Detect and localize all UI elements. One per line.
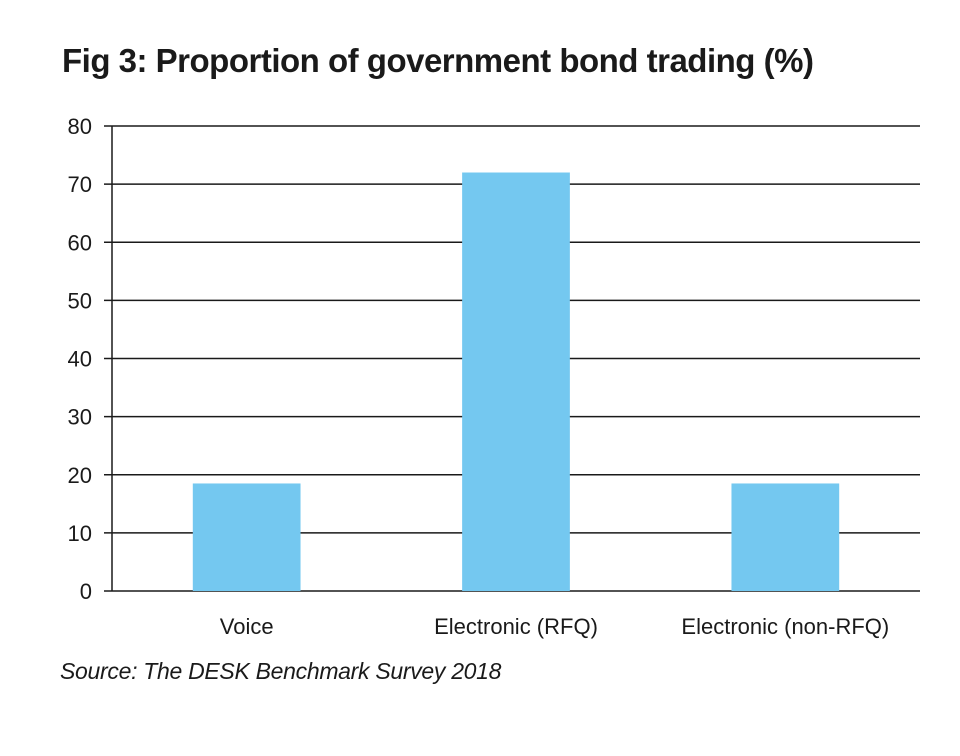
- bar: [462, 172, 570, 591]
- chart-title: Fig 3: Proportion of government bond tra…: [62, 42, 814, 79]
- y-tick-label: 10: [68, 521, 92, 546]
- source-note: Source: The DESK Benchmark Survey 2018: [60, 658, 502, 684]
- x-category-label: Electronic (RFQ): [434, 614, 598, 639]
- y-tick-label: 20: [68, 463, 92, 488]
- y-tick-label: 70: [68, 172, 92, 197]
- y-tick-label: 30: [68, 405, 92, 430]
- bars: [192, 172, 840, 591]
- bar: [731, 483, 840, 591]
- y-tick-label: 60: [68, 230, 92, 255]
- y-tick-label: 50: [68, 288, 92, 313]
- bar: [192, 483, 301, 591]
- x-category-label: Electronic (non-RFQ): [681, 614, 889, 639]
- x-axis-labels: Voice Electronic (RFQ) Electronic (non-RFQ…: [220, 614, 890, 639]
- y-tick-label: 80: [68, 114, 92, 139]
- y-tick-label: 0: [80, 579, 92, 604]
- y-axis-ticks: 0 10 20 30 40 50 60 70 80: [68, 114, 92, 604]
- x-category-label: Voice: [220, 614, 274, 639]
- y-tick-label: 40: [68, 347, 92, 372]
